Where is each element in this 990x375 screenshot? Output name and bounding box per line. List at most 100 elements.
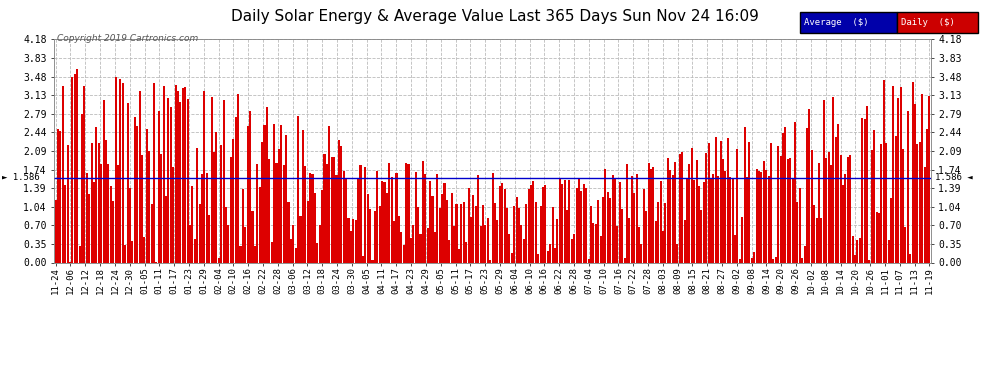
Bar — [784, 127, 786, 262]
Bar — [439, 208, 441, 262]
Bar — [76, 69, 78, 262]
Bar — [823, 100, 825, 262]
Bar — [710, 178, 712, 262]
Bar — [162, 87, 164, 262]
Bar — [720, 141, 722, 262]
Bar — [840, 155, 842, 262]
Bar — [237, 94, 240, 262]
Bar — [487, 218, 489, 262]
Bar — [153, 83, 155, 262]
Bar — [617, 226, 619, 262]
Bar — [652, 167, 654, 262]
Bar — [78, 246, 80, 262]
Bar — [683, 220, 686, 262]
Bar — [415, 172, 417, 262]
Bar — [167, 98, 169, 262]
Bar — [643, 189, 644, 262]
Bar — [491, 172, 494, 262]
Bar — [924, 167, 926, 262]
Bar — [871, 150, 873, 262]
Bar — [585, 188, 587, 262]
Bar — [182, 88, 184, 262]
Bar — [511, 253, 513, 262]
Bar — [590, 206, 592, 262]
Bar — [393, 221, 395, 262]
Bar — [722, 159, 724, 262]
Bar — [921, 94, 924, 262]
Bar — [206, 173, 208, 262]
Bar — [732, 178, 734, 262]
Bar — [295, 248, 297, 262]
Bar — [194, 239, 196, 262]
Bar — [494, 202, 496, 262]
Bar — [595, 224, 597, 262]
Bar — [568, 180, 570, 262]
Bar — [484, 225, 486, 262]
Bar — [83, 86, 85, 262]
Bar — [364, 167, 366, 262]
Bar — [437, 174, 439, 262]
Bar — [743, 127, 745, 262]
Bar — [189, 225, 191, 262]
Bar — [446, 200, 447, 262]
Bar — [573, 234, 575, 262]
Bar — [715, 137, 717, 262]
Bar — [134, 117, 136, 262]
Bar — [844, 174, 846, 262]
Bar — [199, 204, 201, 262]
Bar — [103, 100, 105, 262]
Bar — [91, 143, 93, 262]
Bar — [403, 245, 405, 262]
Bar — [521, 225, 523, 262]
Bar — [649, 168, 652, 262]
Bar — [312, 174, 314, 262]
Bar — [772, 258, 774, 262]
Bar — [249, 111, 251, 262]
Bar — [727, 138, 729, 262]
Bar — [275, 163, 277, 262]
Bar — [730, 177, 732, 262]
Bar — [268, 159, 270, 262]
Bar — [607, 192, 609, 262]
Bar — [112, 201, 114, 262]
Bar — [381, 181, 383, 262]
Bar — [775, 256, 777, 262]
Bar — [919, 142, 921, 262]
Bar — [124, 245, 127, 262]
Bar — [489, 260, 491, 262]
Bar — [501, 183, 503, 262]
Bar — [309, 174, 311, 262]
Bar — [758, 171, 760, 262]
Bar — [846, 157, 848, 262]
Bar — [799, 188, 801, 262]
Bar — [86, 173, 88, 262]
Bar — [626, 164, 628, 262]
Bar — [549, 244, 551, 262]
Bar — [804, 246, 806, 262]
Bar — [115, 76, 117, 262]
Bar — [110, 186, 112, 262]
Text: Daily  ($): Daily ($) — [901, 18, 954, 27]
Bar — [666, 158, 669, 262]
Bar — [191, 186, 193, 262]
Bar — [861, 118, 863, 262]
Bar — [278, 149, 280, 262]
Bar — [108, 164, 110, 262]
Bar — [460, 204, 462, 262]
Bar — [664, 203, 666, 262]
Bar — [371, 260, 373, 262]
Bar — [98, 142, 100, 262]
Bar — [223, 100, 225, 262]
Bar — [410, 238, 412, 262]
Bar — [432, 196, 434, 262]
Bar — [150, 204, 152, 262]
Bar — [580, 191, 582, 262]
Bar — [669, 170, 671, 262]
Text: 1.586 ◄: 1.586 ◄ — [935, 173, 972, 182]
Bar — [856, 240, 858, 262]
Bar — [686, 179, 688, 262]
Bar — [122, 83, 124, 262]
Bar — [346, 179, 347, 262]
Bar — [160, 154, 162, 262]
Bar — [213, 152, 215, 262]
